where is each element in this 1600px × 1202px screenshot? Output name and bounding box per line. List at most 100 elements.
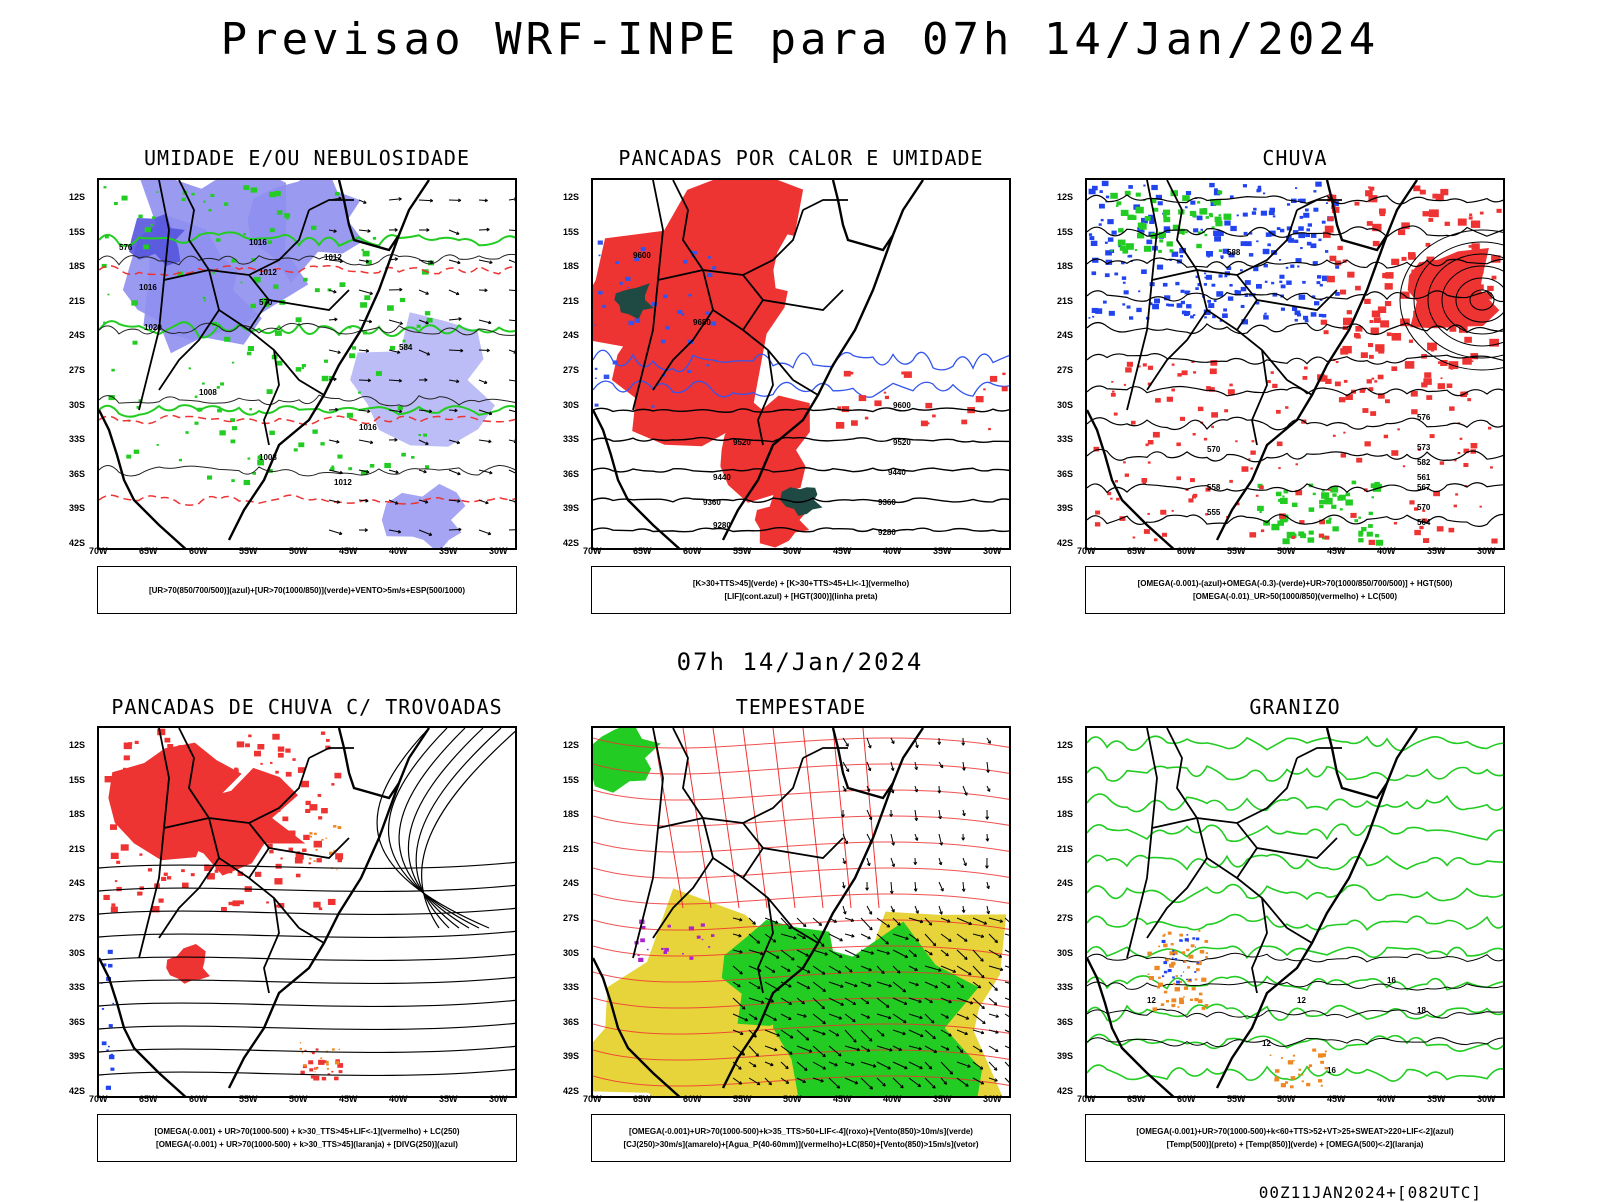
contour-label: 9520 — [893, 438, 911, 447]
wind-vector — [989, 1046, 998, 1052]
lat-tick-label: 24S — [563, 330, 579, 340]
lat-tick-label: 21S — [69, 296, 85, 306]
wind-vector — [509, 230, 517, 231]
legend-trovoadas: [OMEGA(-0.001) + UR>70(1000-500) + k>30_… — [97, 1114, 517, 1162]
legend-line: [LIF](cont.azul) + [HGT(300)](linha pret… — [724, 590, 877, 603]
lat-tick-label: 39S — [69, 503, 85, 513]
contour-label: 564 — [1417, 518, 1431, 527]
contour-label: 1016 — [249, 238, 267, 247]
wind-vector — [989, 998, 997, 1005]
lat-tick-label: 42S — [563, 538, 579, 548]
lat-tick-label: 33S — [69, 434, 85, 444]
contour-label: 16 — [1327, 1066, 1336, 1075]
wind-vector — [1005, 998, 1011, 1004]
lat-tick-label: 18S — [69, 809, 85, 819]
wind-vector — [509, 290, 517, 291]
wind-vector — [449, 529, 461, 530]
lon-tick-label: 55W — [1227, 1094, 1246, 1104]
legend-chuva: [OMEGA(-0.001)-(azul)+OMEGA(-0.3)-(verde… — [1085, 566, 1505, 614]
lon-tick-label: 30W — [1477, 546, 1496, 556]
lon-tick-label: 40W — [389, 546, 408, 556]
page-title: Previsao WRF-INPE para 07h 14/Jan/2024 — [0, 14, 1600, 65]
lon-tick-label: 45W — [1327, 1094, 1346, 1104]
lon-tick-label: 60W — [189, 1094, 208, 1104]
contour-label: 9280 — [713, 521, 731, 530]
legend-line: [CJ(250)>30m/s](amarelo)+[Agua_P(40-60mm… — [623, 1138, 978, 1151]
lon-tick-label: 45W — [1327, 546, 1346, 556]
lat-tick-label: 21S — [1057, 296, 1073, 306]
lat-tick-label: 36S — [69, 469, 85, 479]
lat-tick-label: 39S — [1057, 1051, 1073, 1061]
lon-tick-label: 70W — [89, 546, 108, 556]
legend-line: [OMEGA(-0.01)_UR>50(1000/850)(vermelho) … — [1193, 590, 1397, 603]
lat-tick-label: 21S — [563, 844, 579, 854]
contour-label: 558 — [1207, 483, 1221, 492]
contour-label: 9360 — [703, 498, 721, 507]
lon-tick-label: 40W — [883, 546, 902, 556]
lat-tick-label: 27S — [1057, 913, 1073, 923]
lon-tick-label: 65W — [139, 546, 158, 556]
lat-tick-label: 36S — [1057, 469, 1073, 479]
lat-tick-label: 42S — [69, 1086, 85, 1096]
lon-tick-label: 50W — [783, 546, 802, 556]
panel-title-umidade: UMIDADE E/OU NEBULOSIDADE — [97, 146, 517, 170]
lon-tick-label: 40W — [883, 1094, 902, 1104]
lat-tick-label: 12S — [563, 192, 579, 202]
wind-vector — [1005, 966, 1011, 969]
lon-tick-label: 60W — [683, 1094, 702, 1104]
lat-tick-label: 18S — [69, 261, 85, 271]
map-layers-umidade — [99, 180, 517, 550]
lat-tick-label: 18S — [563, 261, 579, 271]
contour-label: 12 — [1147, 996, 1156, 1005]
wind-vector — [813, 918, 822, 926]
contour-label: 555 — [1207, 508, 1221, 517]
contour-label: 584 — [399, 343, 413, 352]
wind-vector — [797, 918, 806, 927]
lat-tick-label: 36S — [1057, 1017, 1073, 1027]
lon-tick-label: 70W — [1077, 546, 1096, 556]
wind-vector — [509, 440, 517, 442]
contour-label: 576 — [1417, 413, 1431, 422]
panel-title-chuva: CHUVA — [1085, 146, 1505, 170]
lon-tick-label: 30W — [489, 1094, 508, 1104]
lon-tick-label: 45W — [833, 546, 852, 556]
lon-tick-label: 70W — [583, 1094, 602, 1104]
lon-tick-label: 50W — [1277, 546, 1296, 556]
contour-label: 18 — [1417, 1006, 1426, 1015]
lon-tick-label: 70W — [89, 1094, 108, 1104]
contour-label: 588 — [1227, 248, 1241, 257]
lon-tick-label: 50W — [783, 1094, 802, 1104]
page-subtitle: 07h 14/Jan/2024 — [0, 648, 1600, 676]
contour-label: 570 — [1207, 445, 1221, 454]
lon-tick-label: 30W — [983, 1094, 1002, 1104]
lat-tick-label: 15S — [563, 775, 579, 785]
wind-vector — [1005, 1046, 1011, 1053]
legend-tempestade: [OMEGA(-0.001)+UR>70(1000-500)+k>35_TTS>… — [591, 1114, 1011, 1162]
lon-tick-label: 70W — [583, 546, 602, 556]
legend-line: [OMEGA(-0.001)+UR>70(1000-500)+k>35_TTS>… — [629, 1125, 973, 1138]
lon-tick-label: 60W — [189, 546, 208, 556]
lon-tick-label: 55W — [239, 546, 258, 556]
lon-tick-label: 50W — [1277, 1094, 1296, 1104]
wind-vector — [1005, 1078, 1011, 1088]
lon-tick-label: 30W — [983, 546, 1002, 556]
wind-vector — [1005, 918, 1011, 929]
lat-tick-label: 24S — [1057, 878, 1073, 888]
wind-vector — [1005, 934, 1011, 939]
panel-title-tempestade: TEMPESTADE — [591, 695, 1011, 719]
lat-tick-label: 42S — [563, 1086, 579, 1096]
lat-tick-label: 27S — [69, 365, 85, 375]
lat-tick-label: 12S — [69, 740, 85, 750]
lat-tick-label: 15S — [69, 775, 85, 785]
wind-vector — [829, 934, 843, 941]
lon-tick-label: 40W — [1377, 546, 1396, 556]
wind-vector — [509, 500, 517, 502]
lat-tick-label: 30S — [69, 400, 85, 410]
map-canvas-umidade: 1016101210081020101610121008101610125705… — [99, 180, 517, 550]
lon-tick-label: 65W — [633, 1094, 652, 1104]
contour-label: 1012 — [259, 268, 277, 277]
contour-label: 1020 — [144, 323, 162, 332]
